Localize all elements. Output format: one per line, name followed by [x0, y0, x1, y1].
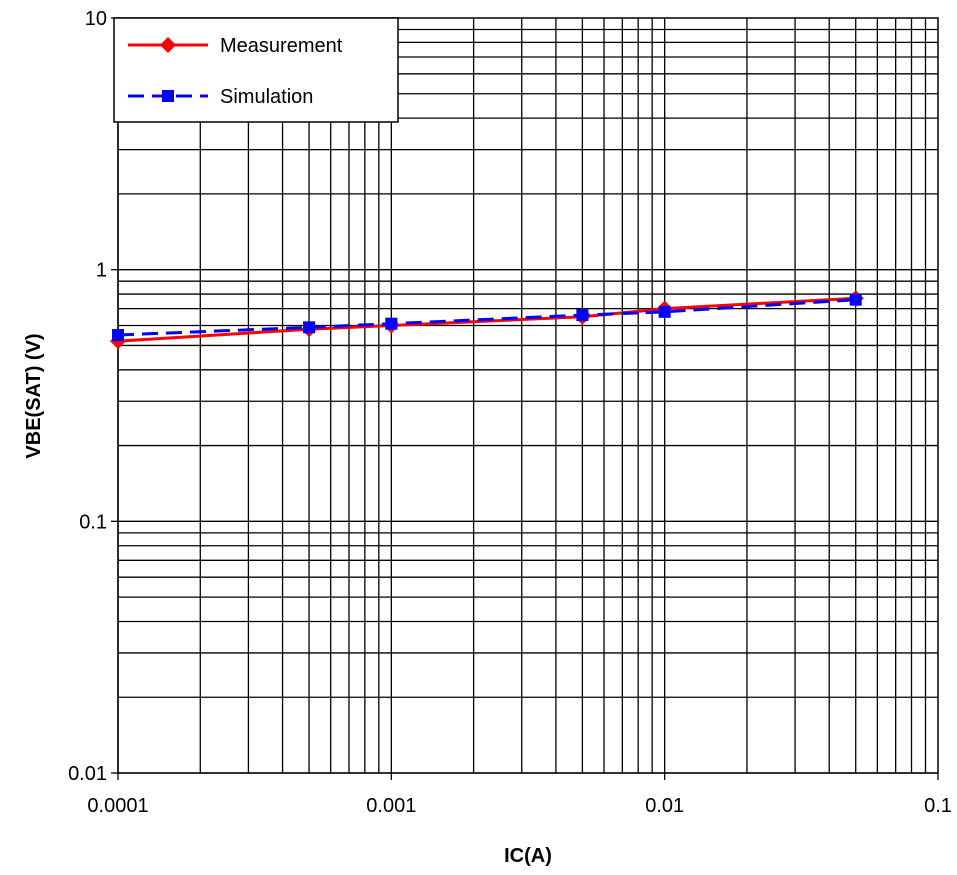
y-tick-label: 0.01 — [68, 763, 107, 785]
plot-area — [110, 290, 864, 350]
measurement-legend-marker — [160, 37, 176, 53]
plot-border — [117, 17, 939, 774]
simulation-legend-marker — [162, 90, 174, 102]
grid — [117, 18, 938, 774]
simulation-data-point — [385, 317, 398, 330]
x-tick-label: 0.01 — [645, 795, 684, 817]
simulation-data-point — [112, 329, 124, 342]
simulation-data-point — [849, 293, 862, 306]
x-axis-title: IC(A) — [504, 845, 552, 867]
x-tick-label: 0.0001 — [87, 795, 148, 817]
y-tick-label: 0.1 — [79, 511, 107, 533]
axes: 0.0001 0.001 0.01 0.1 0.01 0.1 1 10 — [68, 8, 952, 817]
measurement-legend-label: Measurement — [220, 35, 343, 57]
simulation-data-point — [658, 305, 671, 318]
x-tick-label: 0.1 — [924, 795, 952, 817]
y-tick-label: 10 — [85, 8, 107, 30]
y-tick-label: 1 — [96, 260, 107, 282]
legend: Measurement Simulation — [113, 17, 399, 123]
simulation-data-point — [303, 321, 316, 334]
simulation-data-point — [576, 309, 589, 322]
measurement-series-line — [117, 296, 856, 343]
legend-box — [113, 17, 399, 123]
simulation-legend-label: Simulation — [220, 86, 313, 108]
x-tick-label: 0.001 — [366, 795, 416, 817]
simulation-series-line — [117, 298, 856, 337]
y-axis-title: VBE(SAT) (V) — [23, 333, 45, 458]
